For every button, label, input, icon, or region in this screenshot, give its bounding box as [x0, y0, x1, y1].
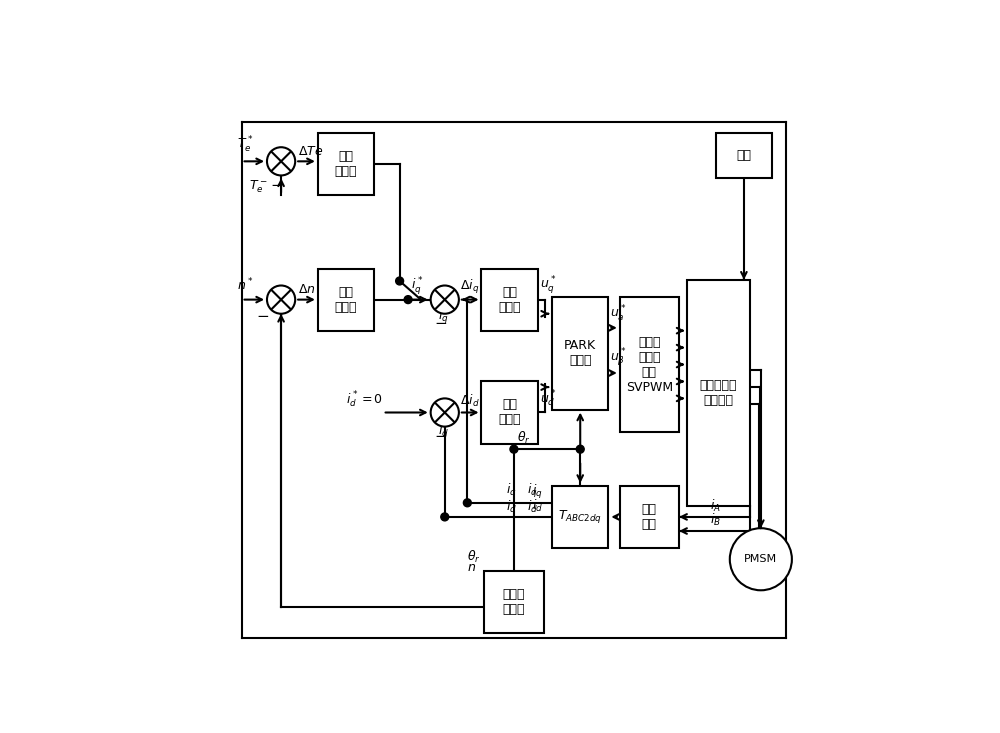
Bar: [318, 268, 374, 331]
Text: 电流
调节器: 电流 调节器: [498, 399, 521, 427]
Text: $i_q$: $i_q$: [438, 308, 449, 326]
Text: $i_d$: $i_d$: [527, 498, 538, 515]
Text: $\Delta Te$: $\Delta Te$: [298, 145, 323, 158]
Text: 速度
调节器: 速度 调节器: [335, 286, 357, 314]
Text: $i_d^*=0$: $i_d^*=0$: [346, 389, 383, 410]
Bar: [552, 297, 608, 410]
Text: $-$: $-$: [434, 428, 447, 442]
Circle shape: [510, 445, 518, 453]
Circle shape: [404, 295, 412, 303]
Text: $\theta_r$: $\theta_r$: [467, 549, 481, 565]
Text: $-$: $-$: [434, 315, 447, 329]
Text: $T_e^-$: $T_e^-$: [249, 179, 268, 195]
Text: $-$: $-$: [256, 308, 270, 322]
Text: $i_q^*$: $i_q^*$: [411, 275, 423, 297]
Text: $n^*$: $n^*$: [237, 277, 253, 293]
Circle shape: [441, 513, 449, 521]
Text: 转子位
置检测: 转子位 置检测: [503, 588, 525, 616]
Circle shape: [576, 445, 584, 453]
Bar: [620, 297, 679, 432]
Text: PARK
反变换: PARK 反变换: [564, 339, 596, 367]
Text: $i_q$: $i_q$: [532, 483, 543, 501]
Text: $i_A$: $i_A$: [710, 498, 721, 514]
Bar: [687, 280, 750, 506]
Bar: [716, 133, 772, 178]
Text: $T_e^*$: $T_e^*$: [237, 134, 253, 155]
Circle shape: [267, 147, 295, 175]
Text: $i_d$: $i_d$: [506, 498, 517, 515]
Text: 电源: 电源: [736, 150, 751, 162]
Text: $u_q^*$: $u_q^*$: [540, 273, 556, 295]
Text: PMSM: PMSM: [744, 554, 777, 564]
Text: $n$: $n$: [467, 561, 476, 575]
Bar: [318, 133, 374, 195]
Text: $\theta_r$: $\theta_r$: [517, 430, 531, 446]
Text: $\Delta n$: $\Delta n$: [298, 283, 316, 296]
Text: $u_\beta^*$: $u_\beta^*$: [610, 347, 626, 369]
Text: $\Delta i_q$: $\Delta i_q$: [460, 278, 479, 295]
Bar: [620, 486, 679, 548]
Text: $u_a^*$: $u_a^*$: [610, 303, 626, 324]
Circle shape: [431, 399, 459, 427]
Text: 速度
调节器: 速度 调节器: [335, 150, 357, 178]
Bar: [481, 268, 538, 331]
Text: $i_d$: $i_d$: [532, 498, 543, 514]
Bar: [552, 486, 608, 548]
Text: $i_d$: $i_d$: [438, 423, 449, 439]
Circle shape: [463, 499, 471, 507]
Text: $i_q$: $i_q$: [506, 482, 516, 500]
Text: $i_B$: $i_B$: [710, 512, 721, 528]
Text: $u_d^*$: $u_d^*$: [540, 388, 556, 408]
Text: 电压空
间矢量
调制
SVPWM: 电压空 间矢量 调制 SVPWM: [626, 336, 673, 394]
Text: $i_q$: $i_q$: [527, 482, 537, 500]
Bar: [481, 381, 538, 443]
Text: $T_{ABC2dq}$: $T_{ABC2dq}$: [558, 509, 602, 526]
Circle shape: [730, 528, 792, 590]
Text: $-$: $-$: [270, 177, 283, 191]
Text: 电流
检测: 电流 检测: [642, 503, 657, 531]
Bar: [484, 570, 544, 633]
Circle shape: [431, 286, 459, 314]
Circle shape: [396, 277, 404, 285]
Text: $\Delta i_d$: $\Delta i_d$: [460, 392, 480, 408]
Text: 电流
调节器: 电流 调节器: [498, 286, 521, 314]
Text: 电压型逆变
器主电路: 电压型逆变 器主电路: [700, 379, 737, 407]
Circle shape: [267, 286, 295, 314]
